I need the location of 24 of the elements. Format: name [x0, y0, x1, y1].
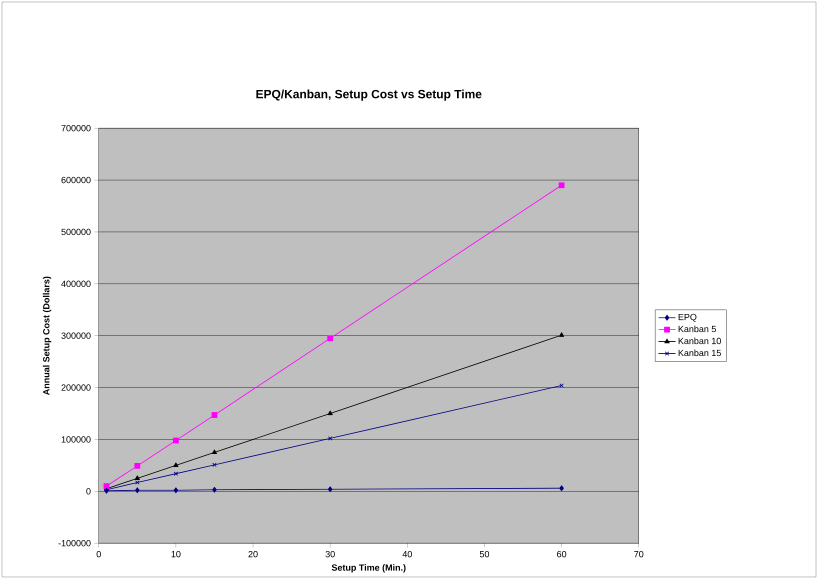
x-tick-label: 10	[172, 550, 181, 558]
y-tick-label: 200000	[62, 384, 91, 391]
y-tick-label: 300000	[61, 332, 91, 339]
x-tick-label: 30	[326, 550, 335, 558]
y-tick-label: 600000	[62, 176, 91, 184]
y-tick-label: 700000	[62, 125, 91, 132]
legend-label: Kanban 5	[678, 326, 716, 332]
x-tick-label: 40	[402, 550, 412, 558]
x-tick-label: 50	[480, 550, 490, 558]
x-tick-label: 20	[248, 550, 258, 558]
x-tick-label: 0	[96, 550, 101, 558]
x-tick-label: 70	[634, 550, 644, 558]
y-tick-label: 500000	[61, 228, 91, 236]
y-tick-label: 0	[86, 488, 91, 494]
y-axis-title: Annual Setup Cost (Dollars)	[42, 276, 52, 396]
y-tick-label: -100000	[58, 540, 91, 546]
legend-label: Kanban 15	[678, 350, 721, 356]
legend-label: EPQ	[678, 314, 696, 322]
x-tick-label: 60	[557, 550, 566, 558]
x-axis-title: Setup Time (Min.)	[332, 564, 406, 573]
legend-label: Kanban 10	[678, 338, 721, 344]
chart-title: EPQ/Kanban, Setup Cost vs Setup Time	[256, 90, 482, 101]
y-tick-label: 400000	[61, 280, 91, 287]
y-tick-label: 100000	[62, 436, 91, 443]
